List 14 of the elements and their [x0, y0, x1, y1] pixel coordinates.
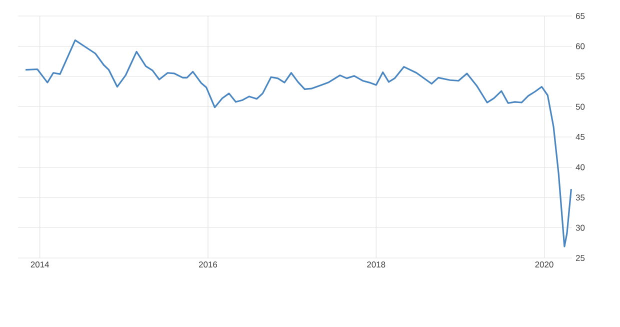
y-tick-label: 55 — [576, 74, 585, 80]
y-tick-label: 35 — [576, 194, 585, 200]
y-tick-label: 60 — [576, 43, 585, 50]
x-tick-label: 2014 — [30, 262, 50, 268]
x-tick-label: 2016 — [199, 262, 218, 268]
x-tick-label: 2018 — [367, 262, 386, 268]
y-tick-label: 65 — [576, 13, 585, 19]
y-tick-label: 25 — [576, 255, 585, 261]
y-tick-label: 45 — [576, 134, 585, 140]
x-tick-label: 2020 — [535, 262, 554, 268]
y-tick-label: 30 — [576, 224, 585, 231]
y-tick-label: 50 — [576, 104, 585, 110]
y-tick-label: 40 — [576, 164, 585, 170]
line-series — [24, 39, 572, 248]
